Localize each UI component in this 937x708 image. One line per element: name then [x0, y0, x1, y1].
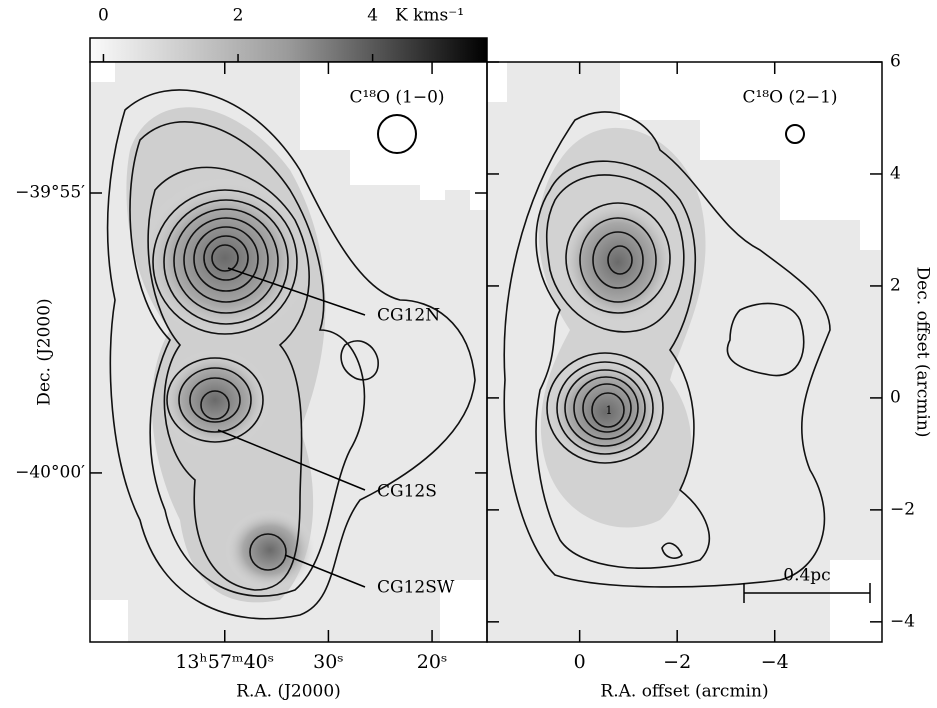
annotation: 0.4pc	[783, 566, 830, 586]
y-tick-label: 0	[890, 387, 901, 407]
annotation: CG12S	[377, 482, 437, 502]
y-tick-label: −4	[890, 611, 915, 631]
x-tick-label: 20ˢ	[417, 651, 448, 673]
x-axis-label: R.A. offset (arcmin)	[600, 682, 768, 702]
y-tick-label: −40°00′	[15, 462, 85, 482]
y-axis-label: Dec. offset (arcmin)	[913, 267, 933, 438]
annotation: 1	[606, 404, 613, 417]
colorbar-label: K kms⁻¹	[395, 6, 464, 26]
y-tick-label: −2	[890, 499, 915, 519]
y-tick-label: 6	[890, 52, 901, 72]
y-tick-label: 4	[890, 163, 901, 183]
colorbar	[89, 37, 488, 63]
x-tick-label: 13ʰ57ᵐ40ˢ	[175, 651, 274, 673]
panel-title: C¹⁸O (1−0)	[349, 88, 444, 108]
panel-title: C¹⁸O (2−1)	[742, 88, 837, 108]
colorbar-tick-label: 2	[233, 6, 244, 26]
left-map	[90, 62, 487, 642]
colorbar-tick-label: 0	[98, 6, 109, 26]
right-map	[487, 62, 882, 642]
annotation: CG12N	[377, 306, 440, 326]
x-tick-label: −4	[761, 651, 789, 673]
x-tick-label: 30ˢ	[313, 651, 344, 673]
y-tick-label: 2	[890, 275, 901, 295]
annotation: CG12SW	[377, 578, 455, 598]
x-axis-label: R.A. (J2000)	[236, 682, 341, 702]
right-frame	[486, 61, 883, 643]
x-tick-label: 0	[574, 651, 586, 673]
y-tick-label: −39°55′	[15, 183, 85, 203]
x-tick-label: −2	[663, 651, 691, 673]
y-axis-label: Dec. (J2000)	[35, 298, 55, 405]
colorbar-tick-label: 4	[367, 6, 378, 26]
